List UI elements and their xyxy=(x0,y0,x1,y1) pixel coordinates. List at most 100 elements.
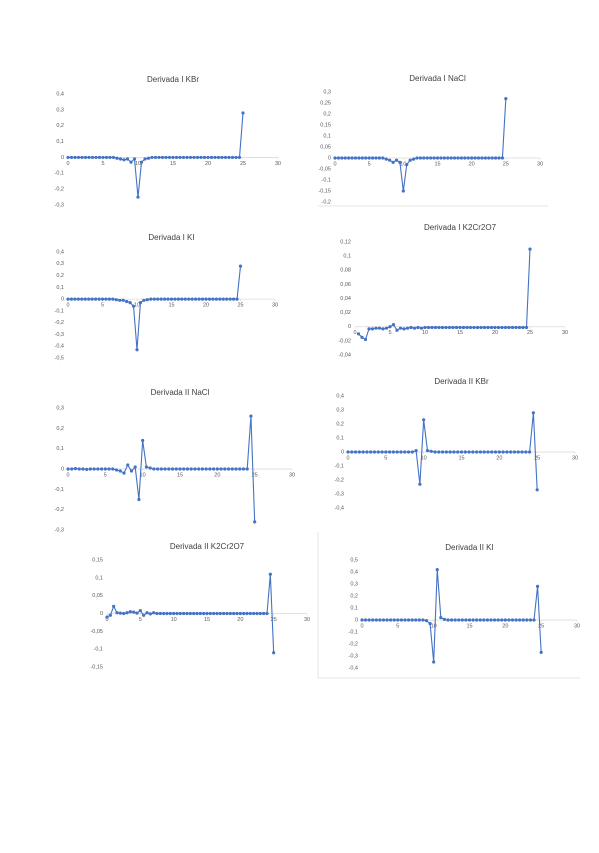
data-point xyxy=(182,467,186,471)
data-point xyxy=(432,660,436,664)
data-point xyxy=(454,325,459,330)
data-point xyxy=(199,155,203,160)
data-point xyxy=(206,155,210,160)
data-point xyxy=(101,155,105,160)
chart-title: Derivada I KI xyxy=(148,233,194,242)
data-point xyxy=(192,155,196,160)
data-point xyxy=(158,611,162,616)
data-point xyxy=(336,156,341,160)
data-point xyxy=(391,323,396,327)
data-point xyxy=(167,467,171,471)
data-point xyxy=(394,158,399,162)
data-point xyxy=(370,156,375,160)
data-point xyxy=(197,467,201,471)
data-point xyxy=(395,450,399,454)
data-point xyxy=(81,467,85,471)
data-point xyxy=(405,163,409,167)
y-tick-label: 0,1 xyxy=(56,446,64,452)
x-tick-label: 0 xyxy=(66,161,69,167)
data-point xyxy=(135,348,139,352)
data-point xyxy=(226,467,231,471)
y-tick-label: -0,1 xyxy=(94,647,103,653)
data-point xyxy=(451,325,455,330)
data-point xyxy=(500,156,505,160)
data-point xyxy=(493,325,497,330)
y-tick-label: -0,05 xyxy=(318,166,331,172)
y-tick-label: 0,4 xyxy=(56,91,64,97)
data-point xyxy=(381,618,386,622)
x-tick-label: 0 xyxy=(360,623,363,629)
y-tick-label: 0,1 xyxy=(56,285,64,291)
data-point xyxy=(456,450,460,454)
y-tick-label: 0,06 xyxy=(340,282,351,288)
data-point xyxy=(83,297,87,301)
y-tick-label: 0,5 xyxy=(350,557,358,563)
data-point xyxy=(118,469,122,473)
x-tick-label: 25 xyxy=(527,330,533,336)
data-point xyxy=(370,327,375,331)
data-point xyxy=(241,467,246,471)
y-tick-label: -0,2 xyxy=(322,199,331,205)
data-point xyxy=(142,613,146,617)
y-tick-label: 0,12 xyxy=(340,239,351,245)
data-point xyxy=(225,297,229,301)
y-tick-label: 0,1 xyxy=(336,435,344,441)
data-point xyxy=(171,155,175,160)
x-tick-label: 20 xyxy=(502,623,508,629)
x-tick-label: 25 xyxy=(240,161,246,167)
data-point xyxy=(111,297,115,301)
data-point xyxy=(432,156,436,160)
x-tick-label: 30 xyxy=(562,330,568,336)
x-tick-label: 20 xyxy=(214,472,220,478)
data-point xyxy=(406,618,411,622)
data-point xyxy=(208,611,212,616)
data-point xyxy=(265,611,269,616)
y-tick-label: 0,4 xyxy=(56,249,64,255)
data-point xyxy=(444,450,448,454)
data-point xyxy=(497,450,501,454)
data-point xyxy=(486,450,490,454)
data-point xyxy=(189,467,193,471)
data-point xyxy=(528,450,532,454)
data-point xyxy=(209,155,214,160)
data-point xyxy=(220,155,224,160)
data-point xyxy=(169,297,174,301)
data-point xyxy=(144,465,148,469)
x-tick-label: 5 xyxy=(396,623,399,629)
data-point xyxy=(152,297,156,301)
data-point xyxy=(510,325,515,330)
data-point xyxy=(411,157,416,161)
data-point xyxy=(422,156,426,160)
data-point xyxy=(524,325,529,330)
data-point xyxy=(149,297,153,301)
data-point xyxy=(388,450,392,454)
data-point xyxy=(412,326,417,330)
y-tick-label: 0,04 xyxy=(340,296,351,302)
data-point xyxy=(490,156,494,160)
data-point xyxy=(535,488,539,492)
data-point xyxy=(128,610,132,614)
data-point xyxy=(458,325,462,330)
data-point xyxy=(360,618,364,622)
x-tick-label: 10 xyxy=(134,303,140,309)
data-point xyxy=(185,467,190,471)
data-point xyxy=(170,467,175,471)
data-point xyxy=(463,156,467,160)
data-point xyxy=(80,297,84,301)
data-point xyxy=(398,326,403,330)
x-tick-label: 10 xyxy=(171,617,177,623)
data-point xyxy=(136,195,140,199)
data-point xyxy=(353,450,358,454)
data-point xyxy=(218,611,222,616)
data-point xyxy=(505,450,509,454)
data-point xyxy=(410,450,414,454)
data-point xyxy=(232,611,236,616)
y-tick-label: 0 xyxy=(328,155,331,161)
data-point xyxy=(518,618,522,622)
data-point xyxy=(367,156,371,160)
data-point xyxy=(440,325,445,330)
data-point xyxy=(200,297,205,301)
data-point xyxy=(187,297,191,301)
data-point xyxy=(415,156,419,160)
